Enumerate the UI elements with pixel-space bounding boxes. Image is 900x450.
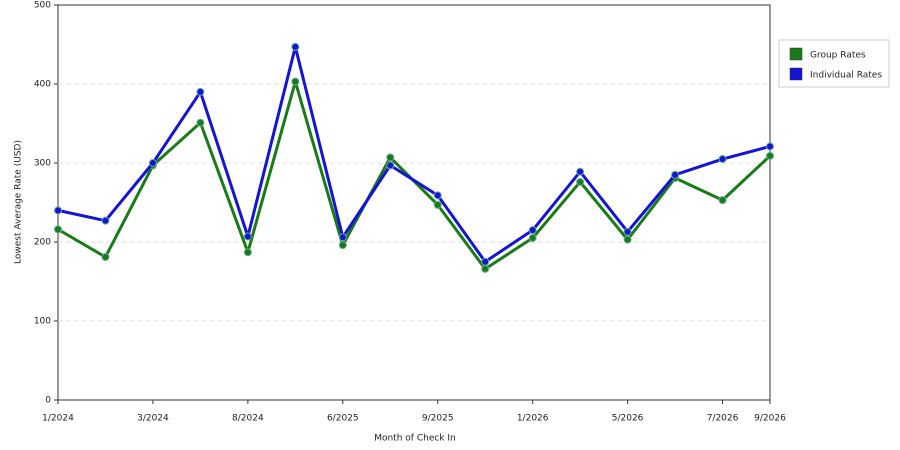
y-tick-label: 400 — [34, 80, 51, 90]
plot-area — [57, 4, 771, 401]
x-tick-label: 9/2026 — [754, 414, 786, 424]
series-line — [57, 45, 771, 264]
data-point — [623, 235, 632, 244]
data-point — [101, 253, 110, 262]
legend-label: Group Rates — [810, 51, 866, 61]
x-tick-label: 5/2026 — [612, 414, 644, 424]
data-point — [481, 264, 490, 273]
data-point — [433, 191, 442, 200]
y-tick-label: 500 — [34, 1, 51, 11]
x-tick-label: 6/2025 — [327, 414, 359, 424]
x-tick-label: 1/2026 — [517, 414, 549, 424]
data-point — [54, 206, 62, 215]
y-tick-label: 200 — [34, 238, 51, 248]
data-point — [528, 234, 537, 243]
data-point — [54, 225, 62, 234]
data-point — [243, 248, 252, 257]
series-line — [57, 80, 772, 271]
data-point — [338, 233, 347, 242]
data-point — [718, 155, 727, 164]
legend-swatch — [789, 47, 803, 61]
x-tick-label: 9/2025 — [422, 414, 454, 424]
data-point — [671, 170, 680, 179]
data-point — [528, 226, 537, 235]
y-tick-label: 0 — [45, 396, 51, 406]
x-tick-label: 3/2024 — [137, 414, 169, 424]
data-point — [766, 151, 774, 160]
data-point — [433, 200, 442, 209]
legend-swatch — [789, 67, 803, 81]
y-tick-label: 100 — [34, 317, 51, 327]
data-point — [148, 159, 157, 167]
data-point — [386, 161, 395, 170]
data-point — [291, 77, 300, 86]
data-point — [718, 196, 727, 205]
data-point — [576, 167, 585, 176]
data-point — [101, 216, 110, 225]
data-point — [766, 142, 774, 151]
data-point — [291, 42, 300, 51]
y-tick-label: 300 — [34, 159, 51, 169]
data-point — [481, 257, 490, 266]
data-point — [576, 177, 585, 186]
legend-label: Individual Rates — [810, 71, 882, 81]
data-point — [243, 232, 252, 241]
data-point — [338, 241, 347, 250]
x-axis-title: Month of Check In — [374, 434, 456, 444]
data-point — [386, 153, 395, 162]
data-point — [196, 87, 205, 96]
x-tick-label: 7/2026 — [707, 414, 739, 424]
y-axis-title: Lowest Average Rate (USD) — [14, 140, 24, 264]
x-tick-label: 8/2024 — [232, 414, 264, 424]
x-tick-label: 1/2024 — [42, 414, 74, 424]
data-point — [623, 227, 632, 236]
data-point — [196, 118, 205, 127]
